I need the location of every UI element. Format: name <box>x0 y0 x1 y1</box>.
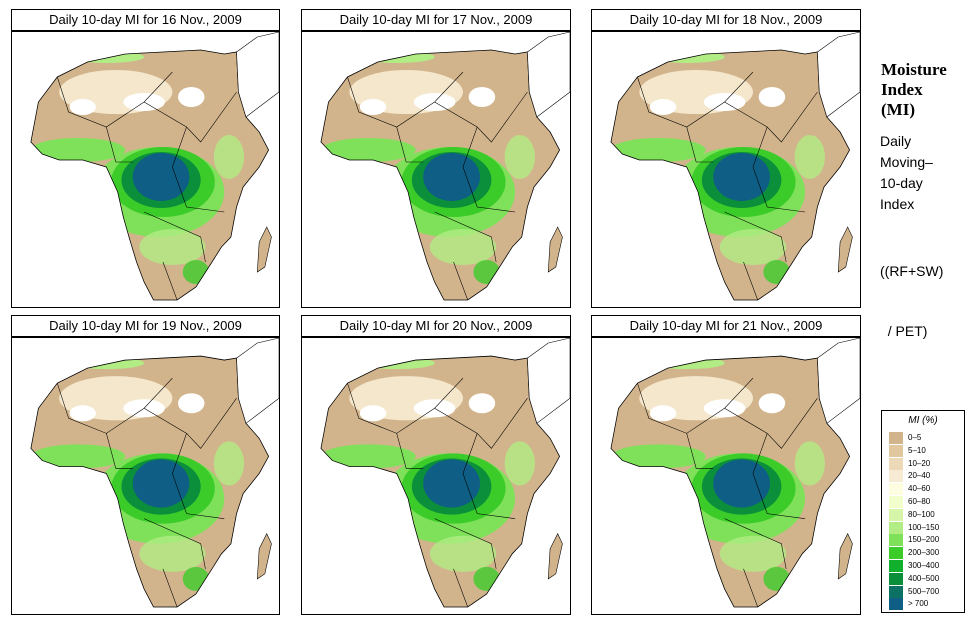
legend-item: 10–20 <box>889 457 963 470</box>
legend-item: 200–300 <box>889 547 963 560</box>
legend-label: 150–200 <box>908 535 940 545</box>
legend-label: 5–10 <box>908 445 926 455</box>
legend-swatch <box>889 432 903 444</box>
legend-swatch <box>889 547 903 560</box>
legend-item: 100–150 <box>889 521 963 534</box>
map-panel <box>301 31 571 308</box>
formula-line: / PET) <box>880 323 928 339</box>
africa-map <box>592 338 860 614</box>
legend-label: > 700 <box>908 599 929 609</box>
legend-label: 400–500 <box>908 573 940 583</box>
legend-heading: Moisture Index (MI) <box>881 60 947 120</box>
legend-swatch <box>889 457 903 470</box>
legend-item: 80–100 <box>889 508 963 521</box>
description-line: 10-day <box>880 175 923 191</box>
legend-item: 5–10 <box>889 444 963 457</box>
panel-title: Daily 10-day MI for 19 Nov., 2009 <box>11 315 280 337</box>
legend-label: 80–100 <box>908 509 935 519</box>
map-panel <box>11 337 280 615</box>
africa-map <box>592 32 860 307</box>
panel-title: Daily 10-day MI for 18 Nov., 2009 <box>591 9 861 31</box>
color-legend: MI (%) 0–5 5–10 10–20 20–40 40–60 60–80 80–100… <box>881 410 965 613</box>
africa-map <box>302 32 570 307</box>
legend-label: 40–60 <box>908 484 931 494</box>
legend-swatch <box>889 496 903 508</box>
legend-item: 40–60 <box>889 483 963 496</box>
index-formula: ((RF+SW) / PET) <box>880 221 943 361</box>
legend-label: 10–20 <box>908 458 931 468</box>
legend-label: 60–80 <box>908 497 931 506</box>
legend-title: MI (%) <box>908 415 938 426</box>
legend-item: 0–5 <box>889 432 963 444</box>
map-panel <box>591 337 861 615</box>
africa-map <box>12 338 279 614</box>
map-panel <box>301 337 571 615</box>
legend-swatch <box>889 598 903 611</box>
formula-line: ((RF+SW) <box>880 263 944 279</box>
legend-swatch <box>889 560 903 572</box>
legend-label: 500–700 <box>908 586 940 596</box>
legend-swatch <box>889 483 903 496</box>
legend-label: 300–400 <box>908 561 940 570</box>
legend-swatch <box>889 470 903 483</box>
legend-heading-line: Moisture <box>881 60 947 79</box>
map-panel <box>591 31 861 308</box>
legend-item: 300–400 <box>889 560 963 572</box>
legend-label: 20–40 <box>908 471 931 481</box>
legend-item: > 700 <box>889 598 963 611</box>
legend-item: 400–500 <box>889 572 963 585</box>
legend-swatch <box>889 572 903 585</box>
legend-heading-line: (MI) <box>881 100 915 119</box>
panel-title: Daily 10-day MI for 17 Nov., 2009 <box>301 9 571 31</box>
description-line: Daily <box>880 133 912 149</box>
africa-map <box>302 338 570 614</box>
legend-heading-line: Index <box>881 80 923 99</box>
legend-label: 100–150 <box>908 522 940 532</box>
panel-title: Daily 10-day MI for 21 Nov., 2009 <box>591 315 861 337</box>
description-line: Moving– <box>880 154 933 170</box>
legend-item: 500–700 <box>889 585 963 598</box>
legend-label: 0–5 <box>908 433 922 442</box>
legend-item: 60–80 <box>889 496 963 508</box>
index-description: Daily Moving– 10-day Index <box>880 131 933 215</box>
legend-item: 20–40 <box>889 470 963 483</box>
description-line: Index <box>880 196 915 212</box>
africa-map <box>12 32 279 307</box>
legend-swatch <box>889 585 903 598</box>
legend-swatch <box>889 534 903 547</box>
legend-item: 150–200 <box>889 534 963 547</box>
legend-swatch <box>889 444 903 457</box>
panel-title: Daily 10-day MI for 16 Nov., 2009 <box>11 9 280 31</box>
map-panel <box>11 31 280 308</box>
legend-label: 200–300 <box>908 548 940 558</box>
panel-title: Daily 10-day MI for 20 Nov., 2009 <box>301 315 571 337</box>
legend-swatch <box>889 521 903 534</box>
legend-swatch <box>889 508 903 521</box>
